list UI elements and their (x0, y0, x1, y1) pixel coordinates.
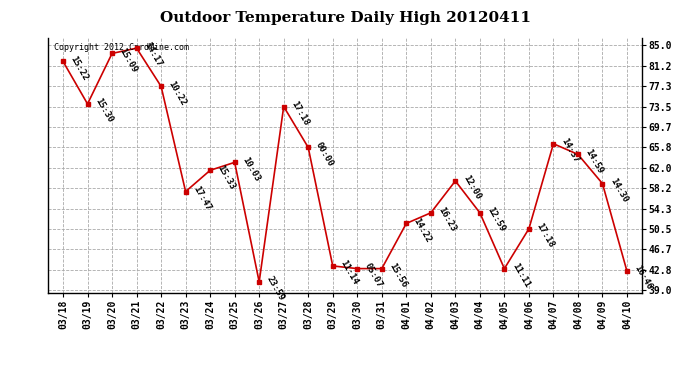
Text: 12:59: 12:59 (486, 206, 506, 233)
Text: Outdoor Temperature Daily High 20120411: Outdoor Temperature Daily High 20120411 (159, 11, 531, 25)
Text: Copyright 2012 CardMine.com: Copyright 2012 CardMine.com (55, 43, 189, 52)
Text: 15:22: 15:22 (68, 54, 90, 82)
Text: 14:30: 14:30 (608, 176, 629, 204)
Text: 16:23: 16:23 (436, 206, 457, 233)
Text: 10:03: 10:03 (240, 155, 262, 183)
Text: 15:56: 15:56 (387, 261, 408, 289)
Text: 14:37: 14:37 (559, 136, 580, 164)
Text: 17:18: 17:18 (535, 222, 555, 249)
Text: 15:33: 15:33 (216, 163, 237, 191)
Text: 11:14: 11:14 (338, 259, 359, 286)
Text: 15:09: 15:09 (117, 46, 139, 74)
Text: 05:07: 05:07 (363, 261, 384, 289)
Text: 15:30: 15:30 (93, 97, 115, 124)
Text: 12:00: 12:00 (461, 174, 482, 201)
Text: 17:47: 17:47 (191, 184, 213, 212)
Text: 00:00: 00:00 (314, 140, 335, 168)
Text: 17:18: 17:18 (289, 99, 311, 127)
Text: 16:46: 16:46 (633, 264, 653, 292)
Text: 14:59: 14:59 (584, 147, 604, 175)
Text: 10:22: 10:22 (167, 79, 188, 107)
Text: 14:22: 14:22 (412, 216, 433, 244)
Text: 14:17: 14:17 (142, 41, 164, 69)
Text: 11:11: 11:11 (510, 261, 531, 289)
Text: 23:59: 23:59 (265, 274, 286, 302)
